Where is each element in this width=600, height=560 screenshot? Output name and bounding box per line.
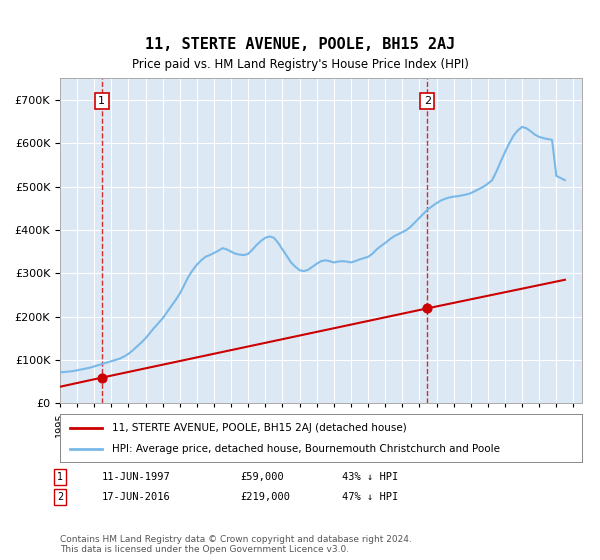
Text: 47% ↓ HPI: 47% ↓ HPI — [342, 492, 398, 502]
Text: 11, STERTE AVENUE, POOLE, BH15 2AJ: 11, STERTE AVENUE, POOLE, BH15 2AJ — [145, 38, 455, 52]
Text: Price paid vs. HM Land Registry's House Price Index (HPI): Price paid vs. HM Land Registry's House … — [131, 58, 469, 71]
Text: 1: 1 — [57, 472, 63, 482]
Point — [422, 304, 432, 313]
Text: £59,000: £59,000 — [240, 472, 284, 482]
Text: 2: 2 — [424, 96, 431, 106]
Text: 1: 1 — [98, 96, 105, 106]
Text: 11, STERTE AVENUE, POOLE, BH15 2AJ (detached house): 11, STERTE AVENUE, POOLE, BH15 2AJ (deta… — [112, 423, 407, 433]
Text: Contains HM Land Registry data © Crown copyright and database right 2024.
This d: Contains HM Land Registry data © Crown c… — [60, 535, 412, 554]
Text: HPI: Average price, detached house, Bournemouth Christchurch and Poole: HPI: Average price, detached house, Bour… — [112, 444, 500, 454]
Text: 2: 2 — [57, 492, 63, 502]
Text: £219,000: £219,000 — [240, 492, 290, 502]
Text: 43% ↓ HPI: 43% ↓ HPI — [342, 472, 398, 482]
Text: 11-JUN-1997: 11-JUN-1997 — [102, 472, 171, 482]
Text: 17-JUN-2016: 17-JUN-2016 — [102, 492, 171, 502]
Point — [97, 373, 107, 382]
